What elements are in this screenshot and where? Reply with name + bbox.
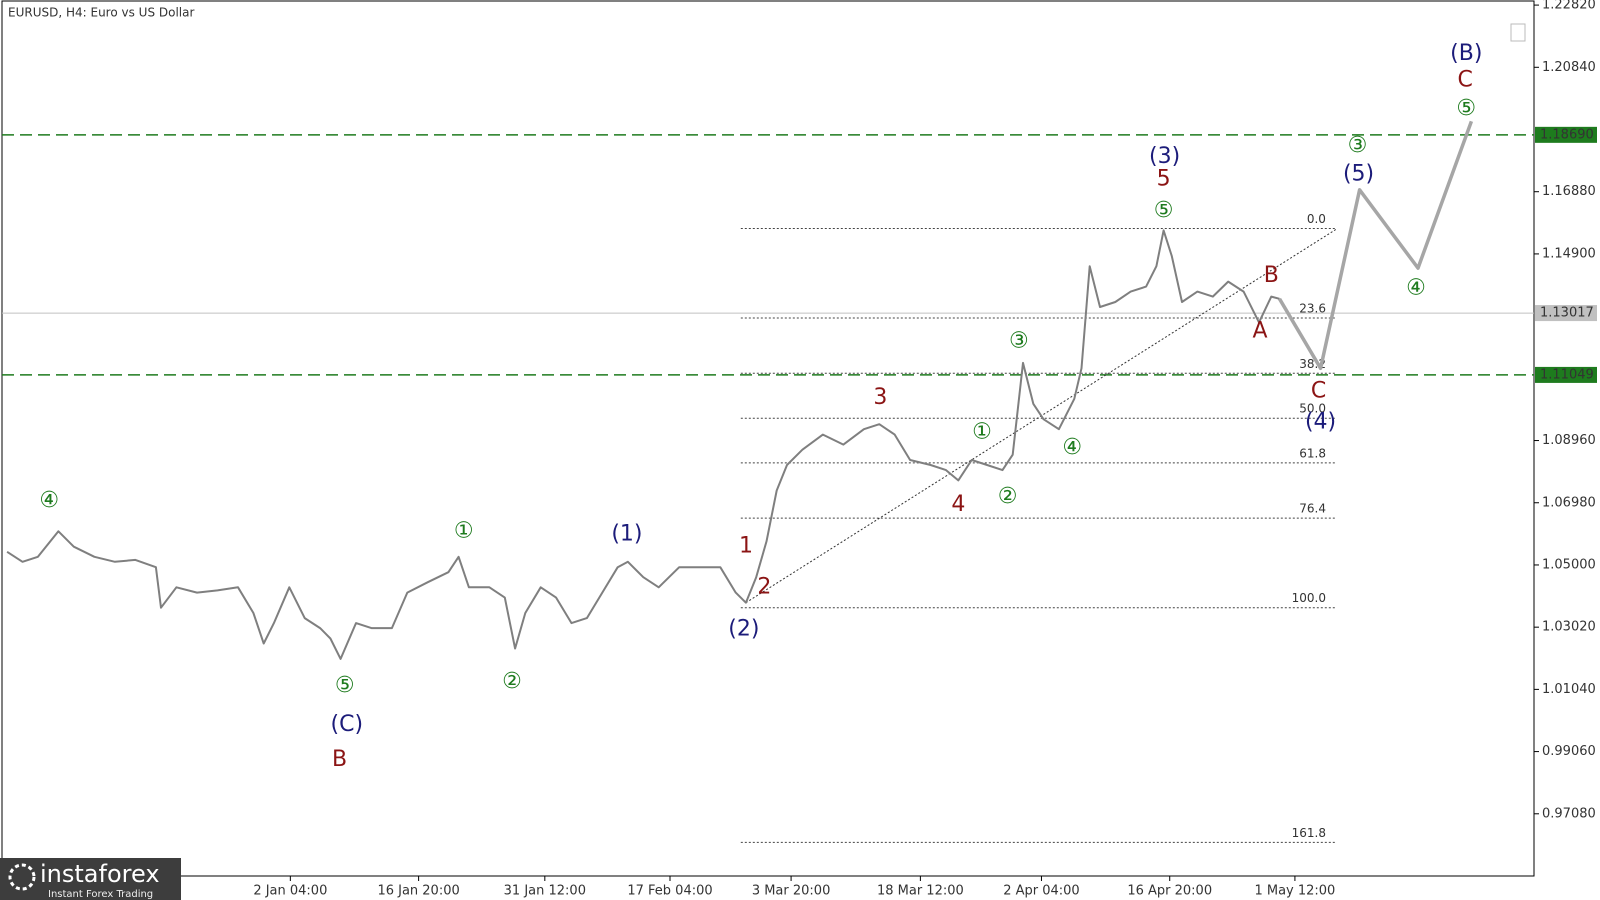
- logo-box: [0, 858, 181, 900]
- chart-title: EURUSD, H4: Euro vs US Dollar: [8, 6, 194, 20]
- y-tick-label: 1.01040: [1542, 682, 1596, 697]
- x-tick-label: 2 Jan 04:00: [253, 884, 327, 899]
- wave-label: ④: [39, 488, 59, 513]
- wave-label: 1: [739, 534, 753, 559]
- y-tick-label: 0.99060: [1542, 744, 1596, 759]
- fib-label: 61.8: [1299, 446, 1326, 460]
- wave-label: ②: [998, 484, 1018, 509]
- price-tag: [1535, 305, 1597, 322]
- fib-label: 100.0: [1292, 591, 1326, 605]
- wave-label: (1): [611, 521, 642, 546]
- x-tick-label: 16 Jan 20:00: [377, 884, 459, 899]
- fib-label: 76.4: [1299, 502, 1326, 516]
- fib-label: 50.0: [1299, 402, 1326, 416]
- wave-label: ③: [1348, 133, 1368, 158]
- wave-label: 3: [873, 385, 887, 410]
- wave-label: ①: [972, 419, 992, 444]
- plot-frame: [1, 0, 1535, 877]
- wave-label: (3): [1149, 144, 1180, 169]
- wave-label: C: [1311, 379, 1326, 404]
- price-tag: [1535, 366, 1597, 383]
- y-tick-label: 1.14900: [1542, 246, 1596, 261]
- wave-label: B: [1264, 263, 1279, 288]
- wave-label: ④: [1062, 435, 1082, 460]
- wave-label: ②: [502, 669, 522, 694]
- wave-label: ⑤: [1154, 198, 1174, 223]
- wave-label: B: [332, 747, 347, 772]
- wave-label: (5): [1343, 161, 1374, 186]
- price-tag: [1535, 126, 1597, 143]
- price-tag-label: 1.13017: [1540, 306, 1594, 321]
- wave-label: ⑤: [335, 673, 355, 698]
- fib-label: 23.6: [1299, 302, 1326, 316]
- wave-label: 2: [757, 574, 771, 599]
- y-tick-label: 0.97080: [1542, 806, 1596, 821]
- wave-label: 5: [1157, 166, 1171, 191]
- fib-label: 0.0: [1307, 212, 1326, 226]
- y-tick-label: 1.05000: [1542, 557, 1596, 572]
- wave-label: 4: [951, 492, 965, 517]
- x-tick-label: 18 Mar 12:00: [877, 884, 964, 899]
- toolbar-icon: [1510, 23, 1526, 42]
- x-tick-label: 1 May 12:00: [1254, 884, 1335, 899]
- wave-label: C: [1458, 67, 1473, 92]
- logo: instaforex Instant Forex Trading: [0, 858, 181, 900]
- price-line: [6, 229, 1280, 660]
- wave-label: (4): [1305, 409, 1336, 434]
- x-tick-label: 16 Apr 20:00: [1127, 884, 1212, 899]
- fib-label: 161.8: [1292, 826, 1326, 840]
- y-tick-label: 1.20840: [1542, 60, 1596, 75]
- x-tick-label: 3 Mar 20:00: [752, 884, 831, 899]
- logo-tagline: Instant Forex Trading: [48, 889, 153, 900]
- logo-name: instaforex: [40, 860, 160, 888]
- wave-label: A: [1252, 319, 1267, 344]
- x-tick-label: 2 Apr 04:00: [1003, 884, 1080, 899]
- wave-label: ③: [1009, 329, 1029, 354]
- logo-icon: [8, 863, 36, 891]
- y-tick-label: 1.22820: [1542, 0, 1596, 13]
- y-tick-label: 1.06980: [1542, 495, 1596, 510]
- y-tick-label: 1.03020: [1542, 620, 1596, 635]
- y-tick-label: 1.08960: [1542, 433, 1596, 448]
- forecast-line: [1277, 120, 1474, 371]
- wave-label: (2): [728, 616, 759, 641]
- price-tag-label: 1.18690: [1540, 127, 1594, 142]
- wave-label: ④: [1406, 275, 1426, 300]
- x-tick-label: 17 Feb 04:00: [627, 884, 712, 899]
- wave-label: (B): [1450, 41, 1482, 66]
- wave-label: ①: [454, 518, 474, 543]
- wave-label: (C): [331, 712, 364, 737]
- y-tick-label: 1.16880: [1542, 184, 1596, 199]
- wave-label: ⑤: [1456, 96, 1476, 121]
- x-tick-label: 31 Jan 12:00: [504, 884, 586, 899]
- price-tag-label: 1.11049: [1540, 367, 1594, 382]
